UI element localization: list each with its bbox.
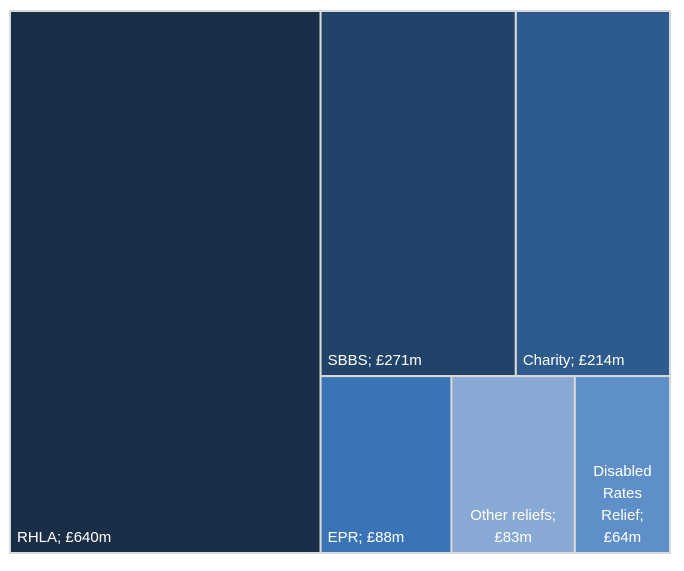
tile-label-4: Other reliefs; £83m xyxy=(470,507,556,546)
tile-rect-0 xyxy=(9,10,322,554)
tile-rect-4 xyxy=(450,375,576,554)
tile-rect-5 xyxy=(573,375,672,554)
tile-rect-3 xyxy=(319,375,453,554)
tile-0: RHLA; £640m xyxy=(9,10,322,554)
tile-2: Charity; £214m xyxy=(514,10,671,378)
tile-label-3: EPR; £88m xyxy=(328,529,405,546)
tile-3: EPR; £88m xyxy=(319,375,453,554)
tile-label-1: SBBS; £271m xyxy=(328,352,422,369)
tile-5: Disabled Rates Relief; £64m xyxy=(573,375,672,554)
tile-label-0: RHLA; £640m xyxy=(17,529,111,546)
tile-rect-2 xyxy=(514,10,671,378)
tile-rect-1 xyxy=(319,10,517,378)
tile-4: Other reliefs; £83m xyxy=(450,375,576,554)
tile-label-5: Disabled Rates Relief; £64m xyxy=(593,463,651,546)
tile-1: SBBS; £271m xyxy=(319,10,517,378)
tile-label-2: Charity; £214m xyxy=(523,352,625,369)
